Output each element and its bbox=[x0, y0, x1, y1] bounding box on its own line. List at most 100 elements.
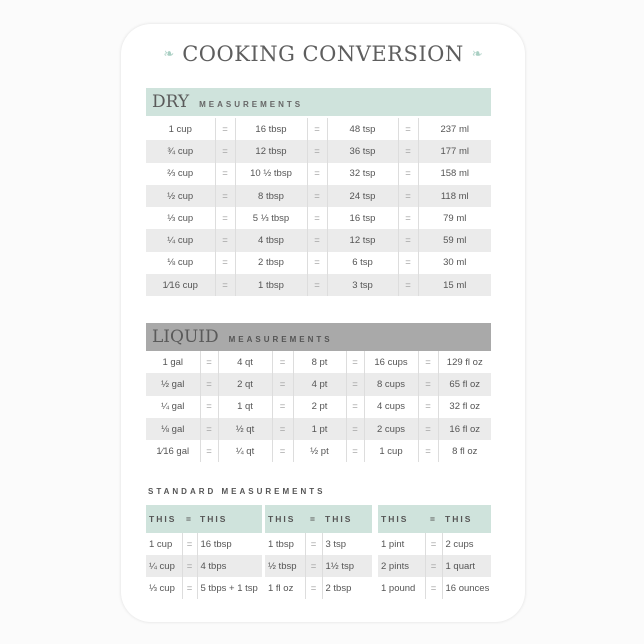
cell: 16 fl oz bbox=[437, 417, 491, 441]
standard-heading: STANDARD MEASUREMENTS bbox=[148, 487, 326, 496]
standard-table: THIS = THIS 1 cup = 16 tbsp ¼ cup = 4 tbps ⅓ cup =… bbox=[146, 505, 262, 599]
liquid-sublabel: MEASUREMENTS bbox=[228, 334, 333, 344]
cell: 1 quart bbox=[441, 555, 491, 577]
leaf-ornament-icon: ❧ bbox=[163, 46, 175, 61]
cell: ¼ cup bbox=[146, 555, 182, 577]
cell: 1⁄16 gal bbox=[156, 445, 190, 457]
cell: 59 ml bbox=[417, 229, 491, 252]
cell: ⅓ cup bbox=[149, 582, 175, 594]
cell: 16 ounces bbox=[441, 577, 491, 599]
table-row: ½ gal = 2 qt = 4 pt = 8 cups = 65 fl oz bbox=[146, 373, 491, 396]
header-cell: THIS bbox=[200, 514, 228, 524]
cell: 6 tsp bbox=[326, 251, 398, 275]
header-cell: THIS bbox=[149, 514, 177, 524]
cell: 1 tbsp bbox=[234, 274, 307, 297]
cell: 2 pt bbox=[292, 395, 346, 418]
equals-sign: = bbox=[306, 251, 327, 275]
liquid-header: LIQUID MEASUREMENTS bbox=[146, 323, 491, 351]
cell: 48 tsp bbox=[326, 118, 398, 141]
equals-sign: = bbox=[199, 395, 218, 418]
standard-table-header: THIS = THIS bbox=[265, 505, 372, 533]
equals-sign: = bbox=[397, 274, 418, 297]
cell: 15 ml bbox=[417, 274, 491, 297]
page-title: COOKING CONVERSION bbox=[182, 42, 464, 66]
dry-table: 1 cup = 16 tbsp = 48 tsp = 237 ml ¾ cup = 12 tbsp… bbox=[146, 118, 491, 297]
dry-sublabel: MEASUREMENTS bbox=[199, 99, 304, 109]
cell: 36 tsp bbox=[326, 140, 398, 163]
cell: 8 tbsp bbox=[234, 184, 307, 208]
cell: 1 pint bbox=[381, 538, 405, 550]
equals-sign: = bbox=[271, 351, 293, 374]
liquid-label: LIQUID bbox=[152, 327, 219, 347]
standard-table: THIS = THIS 1 tbsp = 3 tsp ½ tbsp = 1½ tsp 1 fl o… bbox=[265, 505, 372, 599]
cell: 1 gal bbox=[162, 356, 184, 368]
cell: 1 fl oz bbox=[268, 582, 294, 594]
cell: 2 tbsp bbox=[321, 577, 372, 599]
cell: 8 cups bbox=[363, 373, 418, 396]
table-row: ¼ cup = 4 tbsp = 12 tsp = 59 ml bbox=[146, 229, 491, 252]
dry-label: DRY bbox=[152, 92, 190, 112]
cell: 237 ml bbox=[417, 118, 491, 141]
cell: 177 ml bbox=[417, 140, 491, 163]
cell: 8 fl oz bbox=[437, 440, 491, 463]
cell: 24 tsp bbox=[326, 184, 398, 208]
cell: 32 fl oz bbox=[437, 395, 491, 418]
cell: 1 qt bbox=[217, 395, 272, 418]
cell: ¼ qt bbox=[217, 440, 272, 463]
cell: 16 tbsp bbox=[234, 118, 307, 141]
equals-sign: = bbox=[424, 533, 442, 555]
leaf-ornament-icon: ❧ bbox=[471, 46, 483, 61]
equals-sign: = bbox=[214, 207, 235, 230]
header-cell: THIS bbox=[268, 514, 296, 524]
standard-table: THIS = THIS 1 pint = 2 cups 2 pints = 1 quart 1 p… bbox=[378, 505, 491, 599]
cell: 2 cups bbox=[441, 533, 491, 555]
equals-sign: = bbox=[397, 251, 418, 275]
equals-sign: = bbox=[199, 417, 218, 441]
equals-sign: = bbox=[306, 118, 327, 141]
equals-sign: = bbox=[304, 577, 322, 599]
cell: 12 tsp bbox=[326, 229, 398, 252]
cell: 1 cup bbox=[363, 440, 418, 463]
equals-sign: = bbox=[417, 417, 438, 441]
equals-sign: = bbox=[306, 274, 327, 297]
cell: 1 tbsp bbox=[268, 538, 294, 550]
equals-sign: = bbox=[214, 140, 235, 163]
equals-sign: = bbox=[214, 274, 235, 297]
cell: 2 tbsp bbox=[234, 251, 307, 275]
equals-sign: = bbox=[304, 533, 322, 555]
cell: 16 cups bbox=[363, 351, 418, 374]
cell: 2 qt bbox=[217, 373, 272, 396]
cell: 65 fl oz bbox=[437, 373, 491, 396]
equals-sign: = bbox=[214, 251, 235, 275]
equals-sign: = bbox=[397, 118, 418, 141]
cell: 2 cups bbox=[363, 417, 418, 441]
equals-sign: = bbox=[199, 351, 218, 374]
cell: ⅛ gal bbox=[146, 417, 200, 441]
table-row: 1⁄16 cup = 1 tbsp = 3 tsp = 15 ml bbox=[146, 274, 491, 297]
equals-sign: = bbox=[345, 395, 364, 418]
cell: 5 tbps + 1 tsp bbox=[196, 577, 262, 599]
equals-sign: = bbox=[214, 229, 235, 252]
cell: 1 cup bbox=[149, 538, 173, 550]
cell: 2 pints bbox=[378, 555, 425, 577]
header-cell: THIS bbox=[325, 514, 353, 524]
cell: ½ tbsp bbox=[265, 555, 305, 577]
equals-sign: = bbox=[271, 440, 293, 463]
cell: 10 ½ tbsp bbox=[234, 162, 307, 185]
cell: ¾ cup bbox=[146, 140, 215, 163]
equals-sign: = bbox=[345, 373, 364, 396]
table-row: 1 tbsp = 3 tsp bbox=[265, 533, 372, 555]
equals-sign: = bbox=[214, 184, 235, 208]
cell: 4 tbsp bbox=[234, 229, 307, 252]
equals-sign: = bbox=[306, 140, 327, 163]
equals-sign: = bbox=[306, 162, 327, 185]
cell: 8 pt bbox=[292, 351, 346, 374]
equals-sign: = bbox=[424, 577, 442, 599]
equals-sign: = bbox=[417, 351, 438, 374]
cell: 4 cups bbox=[363, 395, 418, 418]
cell: 4 qt bbox=[217, 351, 272, 374]
table-row: 1 fl oz = 2 tbsp bbox=[265, 577, 372, 599]
cell: 1½ tsp bbox=[321, 555, 372, 577]
cell: 5 ⅓ tbsp bbox=[234, 207, 307, 230]
cell: ½ qt bbox=[217, 417, 272, 441]
